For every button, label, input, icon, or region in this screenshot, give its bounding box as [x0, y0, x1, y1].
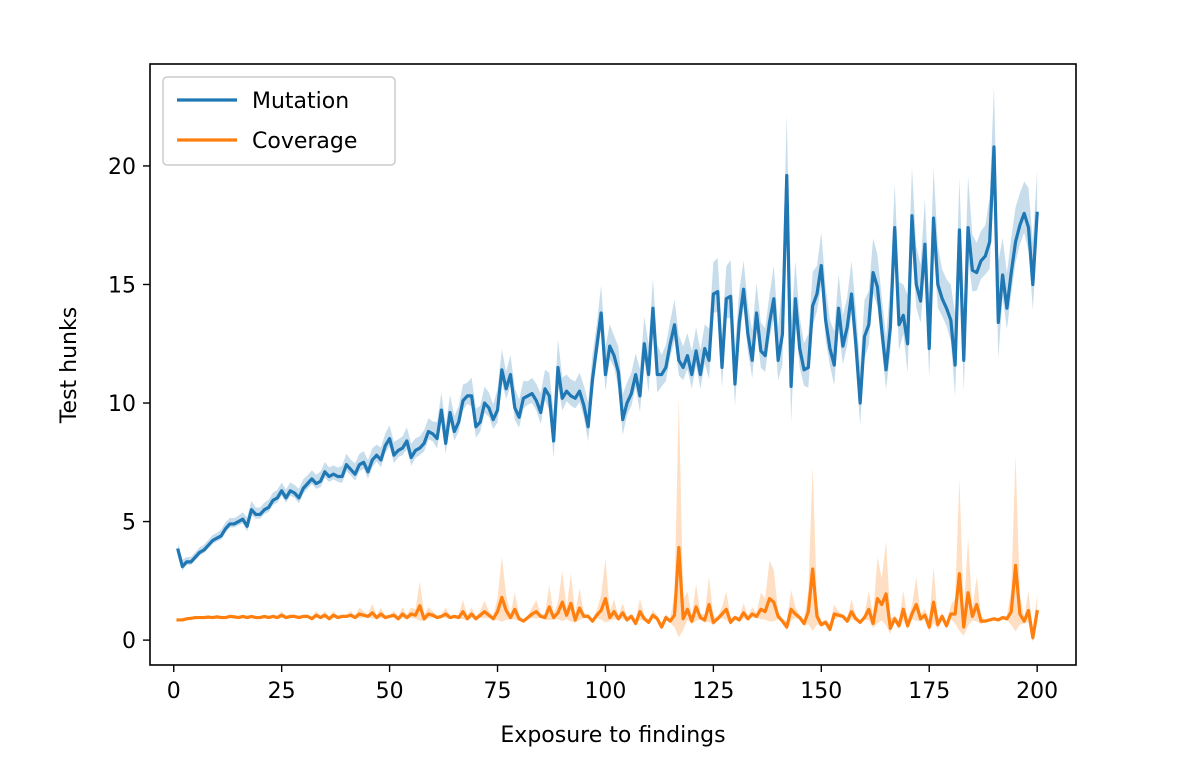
legend-mutation-label: Mutation — [252, 89, 349, 114]
x-tick-label: 50 — [376, 679, 404, 704]
x-tick-label: 175 — [908, 679, 950, 704]
y-tick-label: 15 — [108, 273, 136, 298]
x-axis-label: Exposure to findings — [500, 723, 725, 748]
y-tick-label: 10 — [108, 392, 136, 417]
legend: Mutation Coverage — [162, 76, 396, 166]
x-tick-label: 125 — [692, 679, 734, 704]
x-tick-label: 75 — [484, 679, 512, 704]
y-tick-label: 20 — [108, 155, 136, 180]
x-tick-label: 0 — [167, 679, 181, 704]
series-line-coverage — [176, 546, 1039, 640]
legend-coverage-label: Coverage — [252, 129, 357, 154]
series-line-mutation — [176, 145, 1039, 569]
x-tick-label: 200 — [1016, 679, 1058, 704]
y-tick-label: 0 — [122, 629, 136, 654]
y-axis-label: Test hunks — [57, 307, 82, 424]
x-tick-label: 150 — [800, 679, 842, 704]
x-tick-label: 25 — [268, 679, 296, 704]
y-tick-label: 5 — [122, 511, 136, 536]
series-lines — [176, 145, 1039, 640]
plot-frame — [149, 63, 1077, 666]
confidence-band-coverage — [178, 398, 1038, 643]
x-axis: 0 25 50 75 100 125 150 175 200 — [167, 665, 1058, 704]
y-axis: 0 5 10 15 20 — [108, 155, 150, 654]
x-tick-label: 100 — [584, 679, 626, 704]
